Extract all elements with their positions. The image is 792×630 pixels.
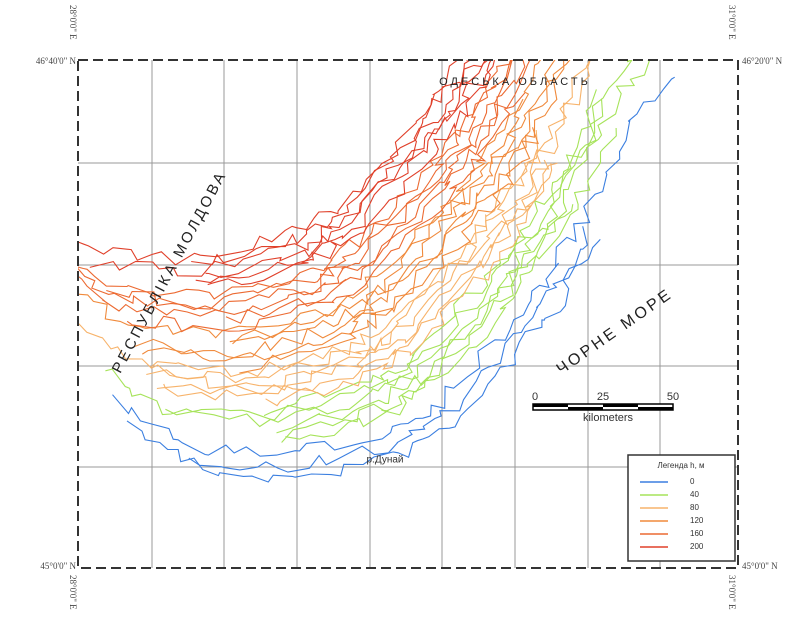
lat-label: 45°0'0" N (40, 561, 76, 571)
legend-label: 40 (690, 490, 699, 499)
lon-label: 31°0'0" E (727, 575, 737, 610)
lat-label: 46°20'0" N (742, 56, 783, 66)
lat-label: 45°0'0" N (742, 561, 778, 571)
legend-label: 160 (690, 529, 704, 538)
legend: Легенда h, м 0 40 80 120 160 200 (628, 455, 735, 561)
region-label: ОДЕСЬКА ОБЛАСТЬ (439, 76, 591, 88)
legend-label: 120 (690, 516, 704, 525)
scale-tick: 0 (532, 391, 538, 403)
legend-label: 0 (690, 477, 695, 486)
lon-label: 31°0'0" E (727, 5, 737, 40)
legend-label: 200 (690, 542, 704, 551)
legend-label: 80 (690, 503, 699, 512)
lon-label: 28°0'0" E (68, 575, 78, 610)
river-label: р.Дунай (366, 455, 403, 466)
map: 28°0'0" E 31°0'0" E 28°0'0" E 31°0'0" E … (0, 0, 792, 630)
scale-unit: kilometers (583, 412, 634, 424)
lat-label: 46°40'0" N (36, 56, 77, 66)
lon-label: 28°0'0" E (68, 5, 78, 40)
legend-title: Легенда h, м (657, 461, 704, 470)
scale-tick: 25 (597, 391, 609, 403)
scale-tick: 50 (667, 391, 679, 403)
